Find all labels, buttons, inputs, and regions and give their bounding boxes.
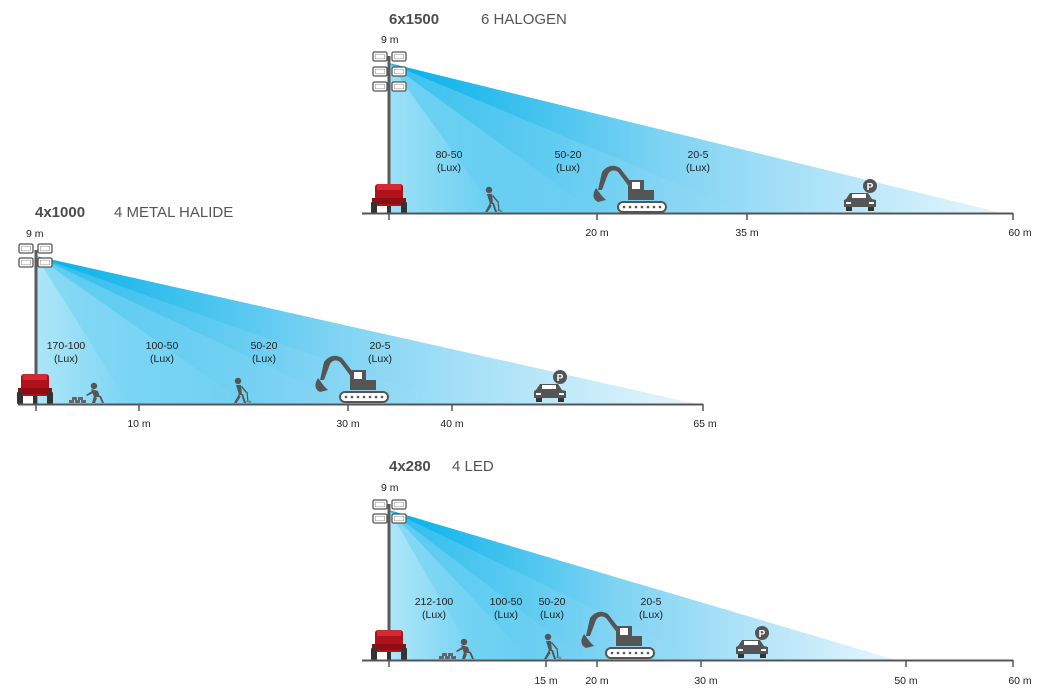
distance-ticks (388, 660, 1014, 667)
distance-label: 30 m (336, 418, 360, 430)
lux-zone-unit: (Lux) (556, 162, 580, 174)
model-label: 4x280 (389, 458, 431, 475)
beam-fans (389, 510, 700, 660)
lux-zone-value: 100-50 (146, 340, 179, 352)
lux-zone-unit: (Lux) (422, 609, 446, 621)
light-tower-mast (34, 250, 38, 404)
distance-ticks (35, 404, 704, 411)
light-tower-mast (387, 56, 391, 213)
lux-zone-unit: (Lux) (437, 162, 461, 174)
distance-label: 15 m (534, 675, 558, 687)
lux-zone-value: 100-50 (490, 596, 523, 608)
lux-zone-unit: (Lux) (494, 609, 518, 621)
lux-zone-unit: (Lux) (639, 609, 663, 621)
model-label: 4x1000 (35, 204, 85, 221)
lux-zone-unit: (Lux) (540, 609, 564, 621)
distance-label: 10 m (127, 418, 151, 430)
lux-zone-value: 50-20 (539, 596, 566, 608)
lux-zone-unit: (Lux) (252, 353, 276, 365)
panel-led: 4x280 4 LED 9 m 212-100 (Lux) 100-50 (Lu… (362, 458, 1032, 687)
distance-label: 50 m (894, 675, 918, 687)
height-label: 9 m (381, 34, 399, 46)
lamp-type-label: 4 METAL HALIDE (114, 204, 233, 221)
lux-zone-value: 170-100 (47, 340, 86, 352)
beam-fans (389, 63, 747, 213)
lux-zone-unit: (Lux) (368, 353, 392, 365)
lux-zone-value: 20-5 (640, 596, 661, 608)
lux-zone-value: 212-100 (415, 596, 454, 608)
lux-zone-unit: (Lux) (54, 353, 78, 365)
distance-label: 60 m (1008, 227, 1032, 239)
lux-zone-unit: (Lux) (686, 162, 710, 174)
height-label: 9 m (26, 228, 44, 240)
generator-trailer (371, 184, 407, 214)
distance-label: 40 m (440, 418, 464, 430)
lux-zone-value: 50-20 (555, 149, 582, 161)
lamp-type-label: 4 LED (452, 458, 494, 475)
panel-metal-halide: 4x1000 4 METAL HALIDE 9 m 170-100 (Lux) … (17, 204, 717, 430)
generator-trailer (371, 630, 407, 660)
lux-zone-value: 50-20 (251, 340, 278, 352)
lux-zone-value: 80-50 (436, 149, 463, 161)
distance-label: 35 m (735, 227, 759, 239)
distance-label: 30 m (694, 675, 718, 687)
lux-zone-unit: (Lux) (150, 353, 174, 365)
panel-halogen: 6x1500 6 HALOGEN 9 m 80-50 (Lux) 50-20 (… (362, 11, 1032, 239)
distance-label: 20 m (585, 675, 609, 687)
light-tower-mast (387, 504, 391, 660)
lamp-type-label: 6 HALOGEN (481, 11, 567, 28)
distance-ticks (388, 213, 1014, 220)
lux-zone-value: 20-5 (687, 149, 708, 161)
distance-label: 65 m (693, 418, 717, 430)
height-label: 9 m (381, 482, 399, 494)
beam-fans (36, 256, 450, 404)
generator-trailer (17, 374, 53, 404)
distance-label: 60 m (1008, 675, 1032, 687)
model-label: 6x1500 (389, 11, 439, 28)
lux-zone-value: 20-5 (369, 340, 390, 352)
distance-label: 20 m (585, 227, 609, 239)
